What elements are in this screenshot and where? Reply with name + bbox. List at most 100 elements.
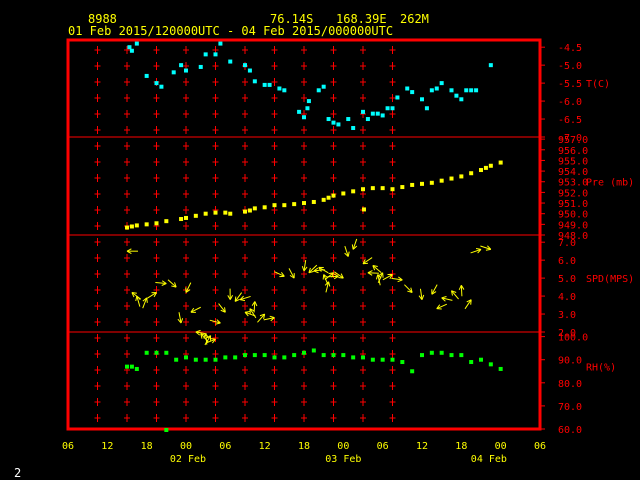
data-point xyxy=(434,86,439,91)
y-tick-label: -7.0 xyxy=(558,133,582,144)
data-point xyxy=(179,63,184,68)
wind-arrow xyxy=(253,301,256,313)
y-tick-label: 956.0 xyxy=(558,146,588,157)
data-point xyxy=(400,360,405,365)
y-tick-label: 6.0 xyxy=(558,256,576,267)
data-point xyxy=(272,355,277,360)
data-point xyxy=(459,174,464,179)
wind-arrow xyxy=(239,295,251,301)
data-point xyxy=(361,187,365,192)
data-point xyxy=(252,206,257,211)
wind-arrow-head xyxy=(269,315,275,319)
data-point xyxy=(305,106,310,111)
x-tick-label: 06 xyxy=(377,441,389,452)
data-point xyxy=(326,195,331,200)
x-tick-label: 12 xyxy=(101,441,113,452)
wind-arrow-head xyxy=(146,297,148,303)
data-point xyxy=(351,189,356,194)
panel-label: RH(%) xyxy=(586,363,616,374)
wind-arrow-head xyxy=(131,292,135,298)
x-date-label: 02 Feb xyxy=(170,454,206,465)
wind-arrow-head xyxy=(318,267,322,272)
data-point xyxy=(203,211,208,216)
data-point xyxy=(154,81,159,86)
wind-arrow-head xyxy=(340,273,344,279)
data-point xyxy=(459,353,464,358)
data-point xyxy=(154,221,159,226)
elevation: 262M xyxy=(400,12,429,26)
x-tick-label: 00 xyxy=(495,441,507,452)
x-date-label: 04 Feb xyxy=(471,454,507,465)
latitude: 76.14S xyxy=(270,12,314,26)
data-point xyxy=(405,86,410,91)
wind-arrow xyxy=(195,331,207,335)
wind-arrow-head xyxy=(466,299,472,303)
wind-arrow-head xyxy=(195,329,201,333)
x-tick-label: 12 xyxy=(259,441,271,452)
wind-arrow-head xyxy=(185,289,191,293)
wind-arrow xyxy=(419,288,423,300)
y-tick-label: -6.5 xyxy=(558,115,582,126)
data-point xyxy=(390,187,395,192)
x-date-label: 03 Feb xyxy=(325,454,361,465)
data-point xyxy=(127,45,132,50)
wind-arrow-head xyxy=(210,338,216,340)
y-tick-label: 7.0 xyxy=(558,238,576,249)
data-point xyxy=(321,84,326,89)
y-tick-label: 80.0 xyxy=(558,379,582,390)
x-tick-label: 12 xyxy=(416,441,428,452)
wind-arrow-head xyxy=(126,250,132,255)
wind-arrow-head xyxy=(421,294,425,300)
wind-arrow-head xyxy=(372,265,378,268)
data-point xyxy=(282,203,287,208)
wind-arrow-head xyxy=(234,298,240,302)
wind-arrow-head xyxy=(308,270,314,274)
wind-arrow-head xyxy=(244,310,251,313)
data-point xyxy=(420,97,424,102)
wind-arrow xyxy=(249,308,257,319)
wind-arrow xyxy=(352,238,358,250)
data-point xyxy=(198,64,203,69)
wind-arrow-head xyxy=(487,245,492,250)
y-tick-label: 100.0 xyxy=(558,333,588,344)
data-point xyxy=(311,348,316,353)
wind-arrow-head xyxy=(135,295,138,302)
wind-arrow-head xyxy=(174,282,177,288)
wind-arrow xyxy=(325,281,330,293)
y-tick-label: 4.0 xyxy=(558,292,576,303)
wind-arrow xyxy=(167,279,177,288)
y-tick-label: 950.0 xyxy=(558,210,588,221)
data-point xyxy=(302,201,306,206)
x-tick-label: 18 xyxy=(141,441,153,452)
data-point xyxy=(370,357,375,362)
data-point xyxy=(233,355,238,360)
x-tick-label: 06 xyxy=(62,441,74,452)
x-tick-label: 00 xyxy=(180,441,192,452)
wind-arrow xyxy=(274,271,285,277)
wind-arrow-head xyxy=(224,307,226,313)
wind-arrow-head xyxy=(375,274,379,280)
data-point xyxy=(380,186,385,191)
data-point xyxy=(341,191,346,196)
data-point xyxy=(488,362,493,367)
data-point xyxy=(213,357,218,362)
y-tick-label: 949.0 xyxy=(558,220,588,231)
data-point xyxy=(171,70,176,75)
wind-arrow-head xyxy=(244,311,249,317)
data-point xyxy=(321,353,326,358)
data-point xyxy=(277,86,282,91)
data-point xyxy=(380,113,385,118)
data-point xyxy=(449,88,454,93)
data-point xyxy=(483,165,488,170)
data-point xyxy=(331,353,336,358)
wind-arrow xyxy=(382,274,393,281)
station-id: 8988 xyxy=(88,12,117,26)
data-point xyxy=(154,350,159,355)
wind-arrow xyxy=(205,338,216,344)
data-point xyxy=(488,163,493,168)
panel-label: SPD(MPS) xyxy=(586,274,634,285)
data-point xyxy=(184,215,188,220)
wind-arrow-head xyxy=(431,291,437,295)
wind-arrow-head xyxy=(190,307,195,313)
wind-arrow-head xyxy=(203,333,207,339)
